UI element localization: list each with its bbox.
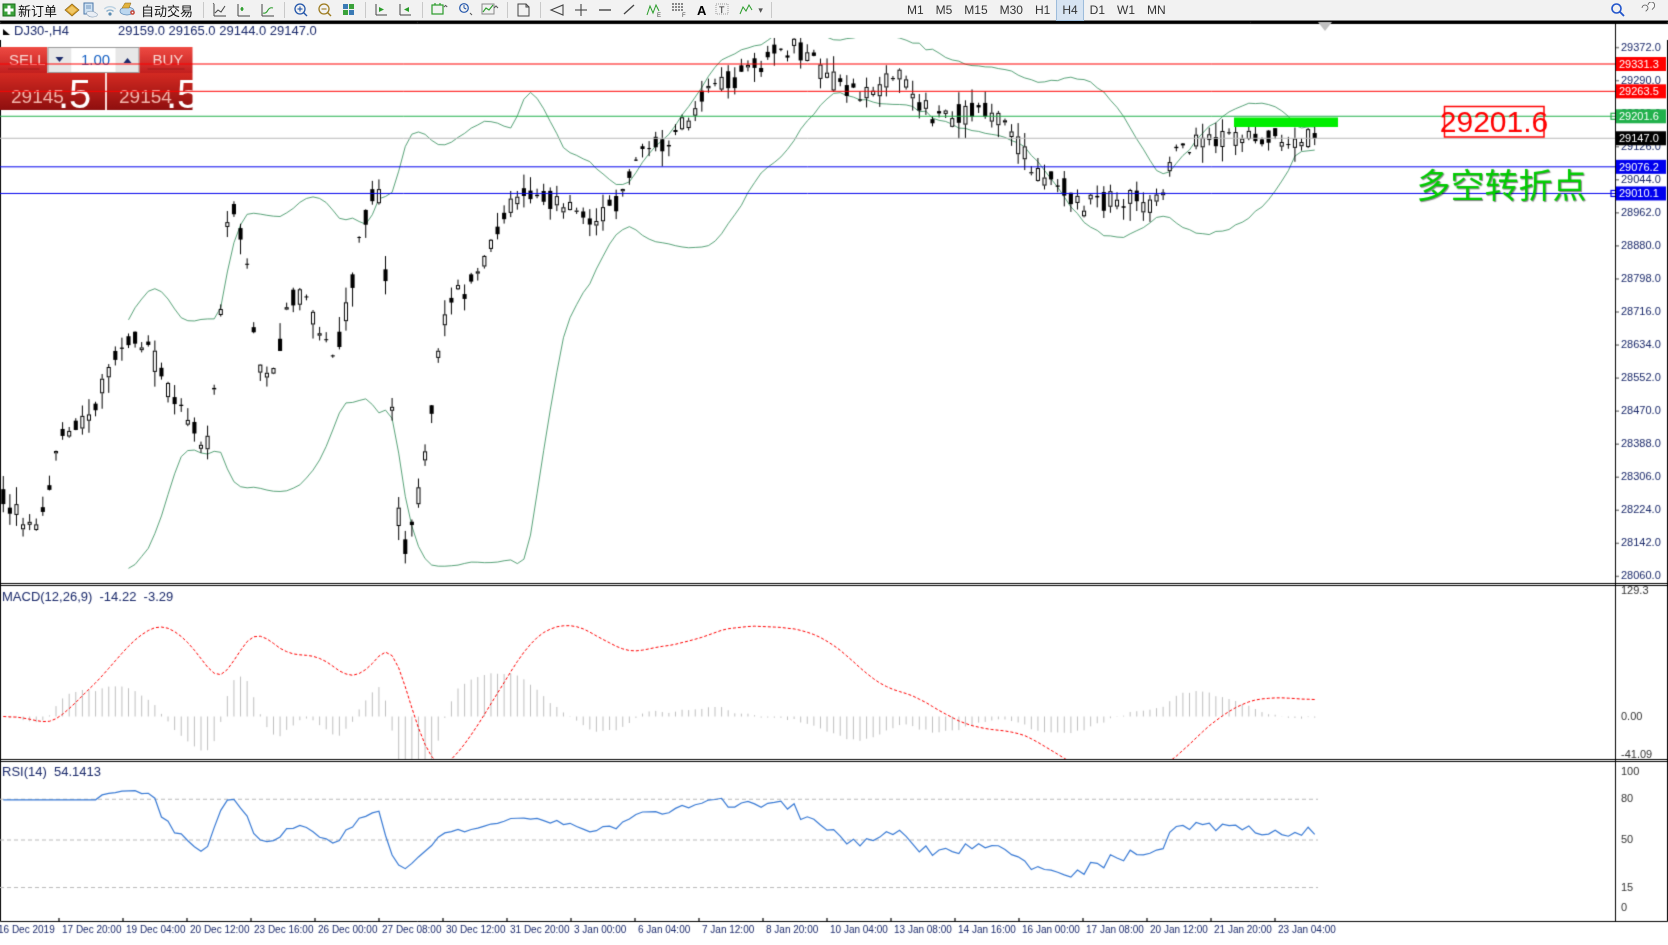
svg-text:T: T	[719, 5, 725, 15]
svg-text:E: E	[657, 13, 661, 18]
svg-text:F: F	[682, 13, 686, 18]
